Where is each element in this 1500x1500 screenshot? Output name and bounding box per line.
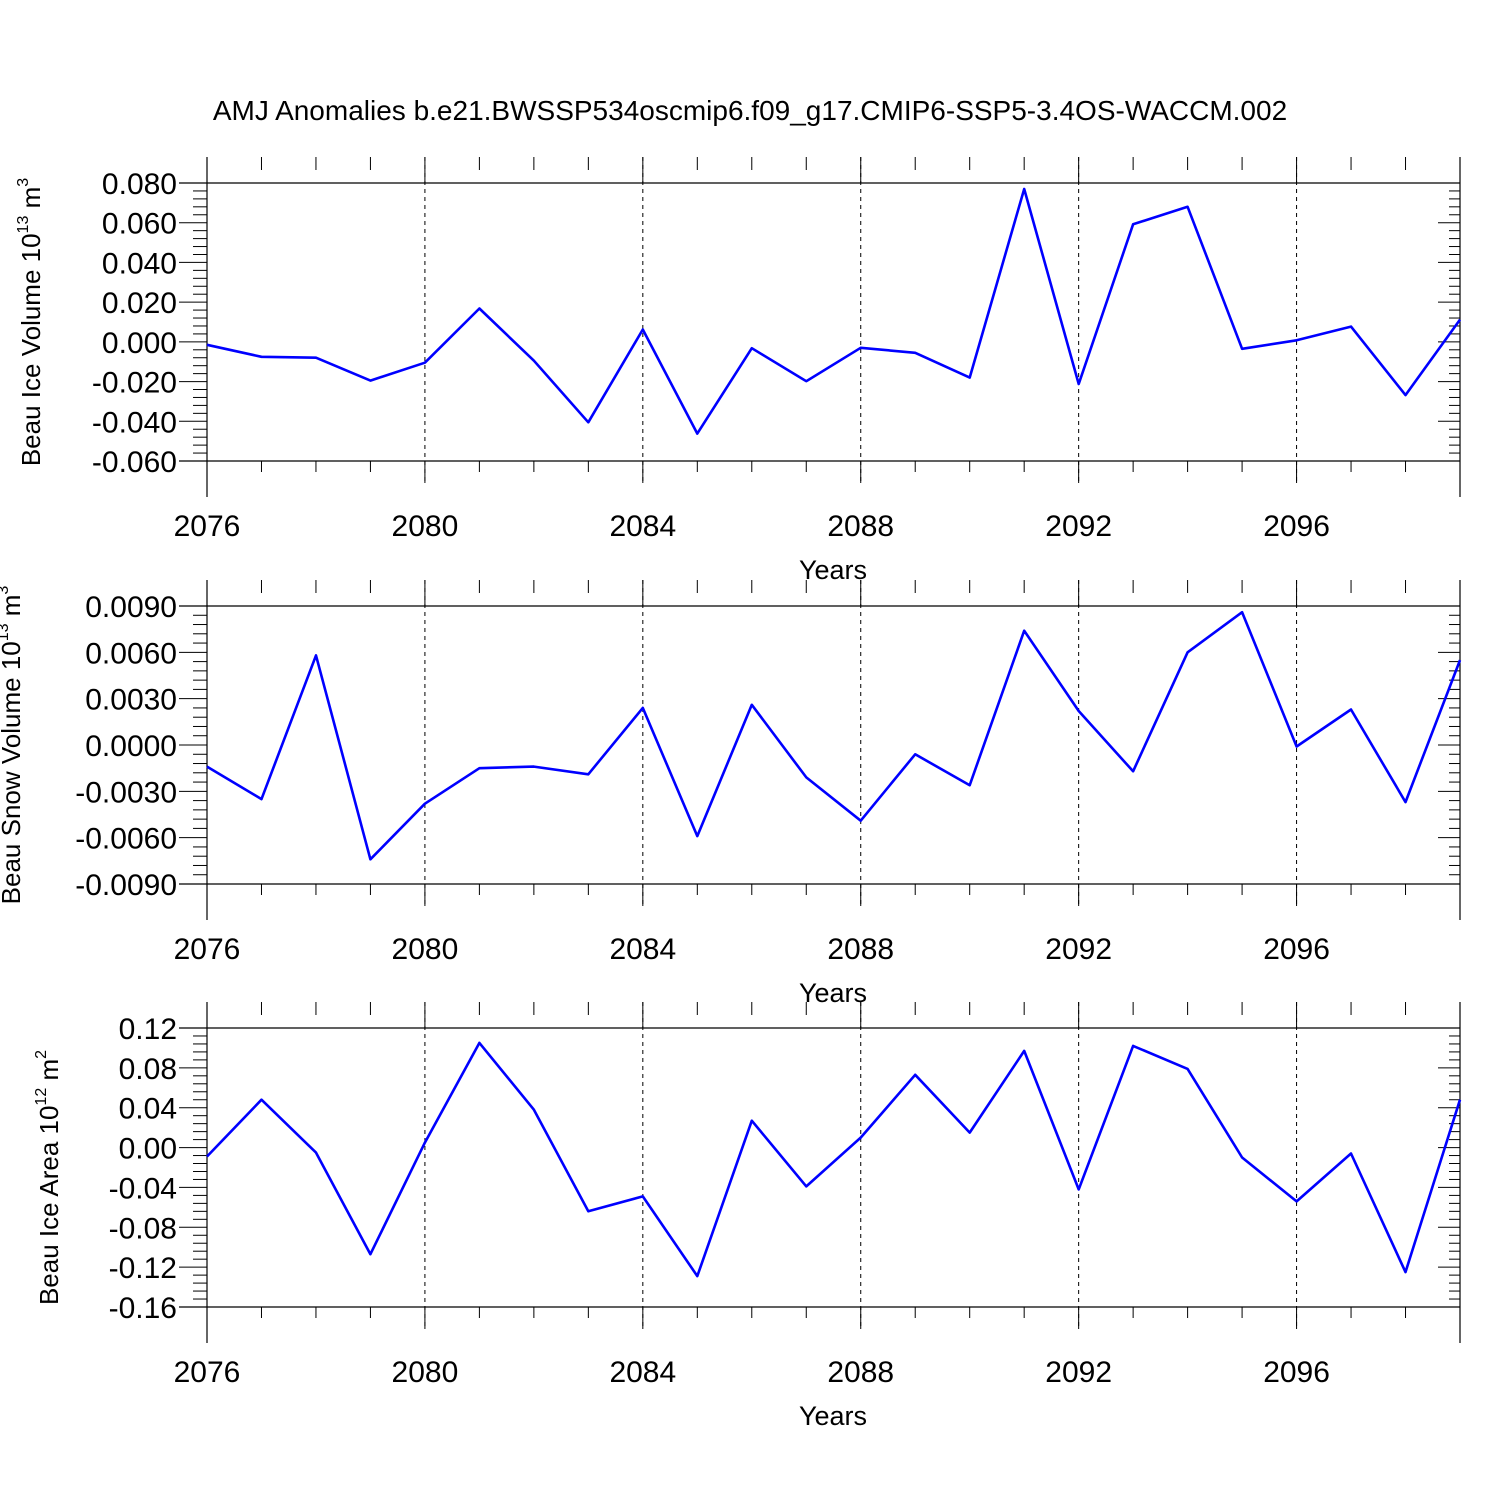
y-tick-label: -0.16 <box>109 1292 177 1325</box>
y-tick-label: 0.020 <box>102 287 177 320</box>
y-tick-label: 0.04 <box>119 1093 177 1126</box>
y-tick-label: 0.0060 <box>85 637 177 670</box>
y-tick-label: -0.0030 <box>75 776 177 809</box>
y-tick-label: 0.060 <box>102 208 177 241</box>
x-tick-label: 2096 <box>1263 933 1330 966</box>
x-tick-label: 2088 <box>827 933 894 966</box>
x-tick-label: 2092 <box>1045 933 1112 966</box>
y-tick-label: 0.12 <box>119 1013 177 1046</box>
y-axis-label-text: Beau Snow Volume 10 <box>0 641 26 904</box>
y-tick-label: -0.0090 <box>75 869 177 902</box>
panel-1: 0.080 0.060 0.040 0.020 0.000 -0.020 -0.040 -0.… <box>15 157 1462 585</box>
x-tick-label: 2080 <box>392 1356 459 1389</box>
y-tick-label: 0.0090 <box>85 591 177 624</box>
y-tick-label: -0.04 <box>109 1172 177 1205</box>
x-tick-label: 2096 <box>1263 1356 1330 1389</box>
y-axis-label-exponent: 13 <box>15 216 32 234</box>
y-axis-label-text: Beau Ice Area 10 <box>34 1106 64 1305</box>
y-tick-label: 0.0000 <box>85 730 177 763</box>
chart-title: AMJ Anomalies b.e21.BWSSP534oscmip6.f09_… <box>213 95 1287 126</box>
y-axis-label: Beau Snow Volume 1013 m3 <box>0 586 26 905</box>
y-axis-label-exponent: 13 <box>0 623 12 641</box>
y-axis-label-unit-exponent: 3 <box>0 586 12 595</box>
x-axis-label: Years <box>799 1401 867 1431</box>
x-tick-label: 2080 <box>392 510 459 543</box>
x-tick-label: 2084 <box>609 1356 676 1389</box>
panel-2: 0.0090 0.0060 0.0030 0.0000 -0.0030 -0.0060 -0… <box>0 580 1462 1008</box>
y-tick-label: -0.08 <box>109 1212 177 1245</box>
x-tick-label: 2076 <box>174 1356 241 1389</box>
x-tick-label: 2092 <box>1045 510 1112 543</box>
x-tick-label: 2088 <box>827 1356 894 1389</box>
y-tick-label: 0.080 <box>102 168 177 201</box>
y-axis-label: Beau Ice Area 1012 m2 <box>33 1050 64 1305</box>
x-tick-label: 2080 <box>392 933 459 966</box>
x-tick-label: 2084 <box>609 510 676 543</box>
y-axis-label-unit: m <box>16 187 46 216</box>
y-axis-label-exponent: 12 <box>33 1088 50 1106</box>
y-tick-label: -0.0060 <box>75 823 177 856</box>
y-tick-label: -0.12 <box>109 1252 177 1285</box>
y-tick-label: 0.00 <box>119 1133 177 1166</box>
x-tick-label: 2096 <box>1263 510 1330 543</box>
y-axis-label-text: Beau Ice Volume 10 <box>16 233 46 466</box>
y-axis-label-unit-exponent: 2 <box>33 1050 50 1059</box>
y-axis-label-unit: m <box>0 595 26 624</box>
y-axis-label-unit: m <box>34 1059 64 1088</box>
series-line <box>206 1041 1462 1278</box>
series-line <box>206 610 1462 861</box>
x-tick-label: 2076 <box>174 933 241 966</box>
x-tick-label: 2092 <box>1045 1356 1112 1389</box>
y-tick-label: 0.040 <box>102 247 177 280</box>
y-tick-label: -0.060 <box>92 446 177 479</box>
x-axis-label: Years <box>799 555 867 585</box>
series-line <box>206 187 1462 435</box>
x-tick-label: 2076 <box>174 510 241 543</box>
y-tick-label: 0.08 <box>119 1053 177 1086</box>
x-axis-label: Years <box>799 978 867 1008</box>
panel-3: 0.12 0.08 0.04 0.00 -0.04 -0.08 -0.12 -0.16 2076… <box>33 1002 1462 1431</box>
y-tick-label: 0.0030 <box>85 684 177 717</box>
x-tick-label: 2084 <box>609 933 676 966</box>
y-tick-label: -0.020 <box>92 367 177 400</box>
y-axis-label-unit-exponent: 3 <box>15 178 32 187</box>
y-tick-label: 0.000 <box>102 327 177 360</box>
x-tick-label: 2088 <box>827 510 894 543</box>
y-tick-label: -0.040 <box>92 406 177 439</box>
y-axis-label: Beau Ice Volume 1013 m3 <box>15 178 46 466</box>
